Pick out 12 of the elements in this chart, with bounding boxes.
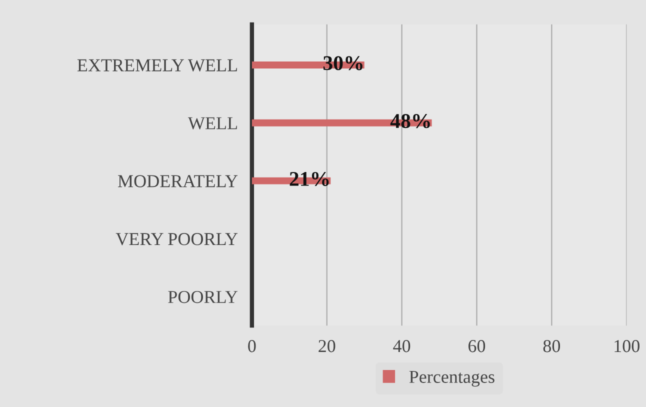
x-tick-label: 100 — [614, 340, 640, 352]
y-tick-label: EXTREMELY WELL — [77, 59, 237, 72]
x-tick-label: 60 — [468, 340, 486, 352]
y-tick-label: MODERATELY — [118, 175, 238, 188]
x-tick-label: 0 — [248, 340, 256, 352]
y-tick-label: VERY POORLY — [116, 233, 238, 246]
y-tick-label: POORLY — [168, 290, 238, 304]
x-tick-label: 20 — [318, 340, 336, 352]
legend-label: Percentages — [409, 370, 494, 387]
y-tick-label: WELL — [188, 117, 237, 130]
x-tick-label: 80 — [543, 340, 560, 352]
x-tick-label: 40 — [393, 340, 410, 352]
